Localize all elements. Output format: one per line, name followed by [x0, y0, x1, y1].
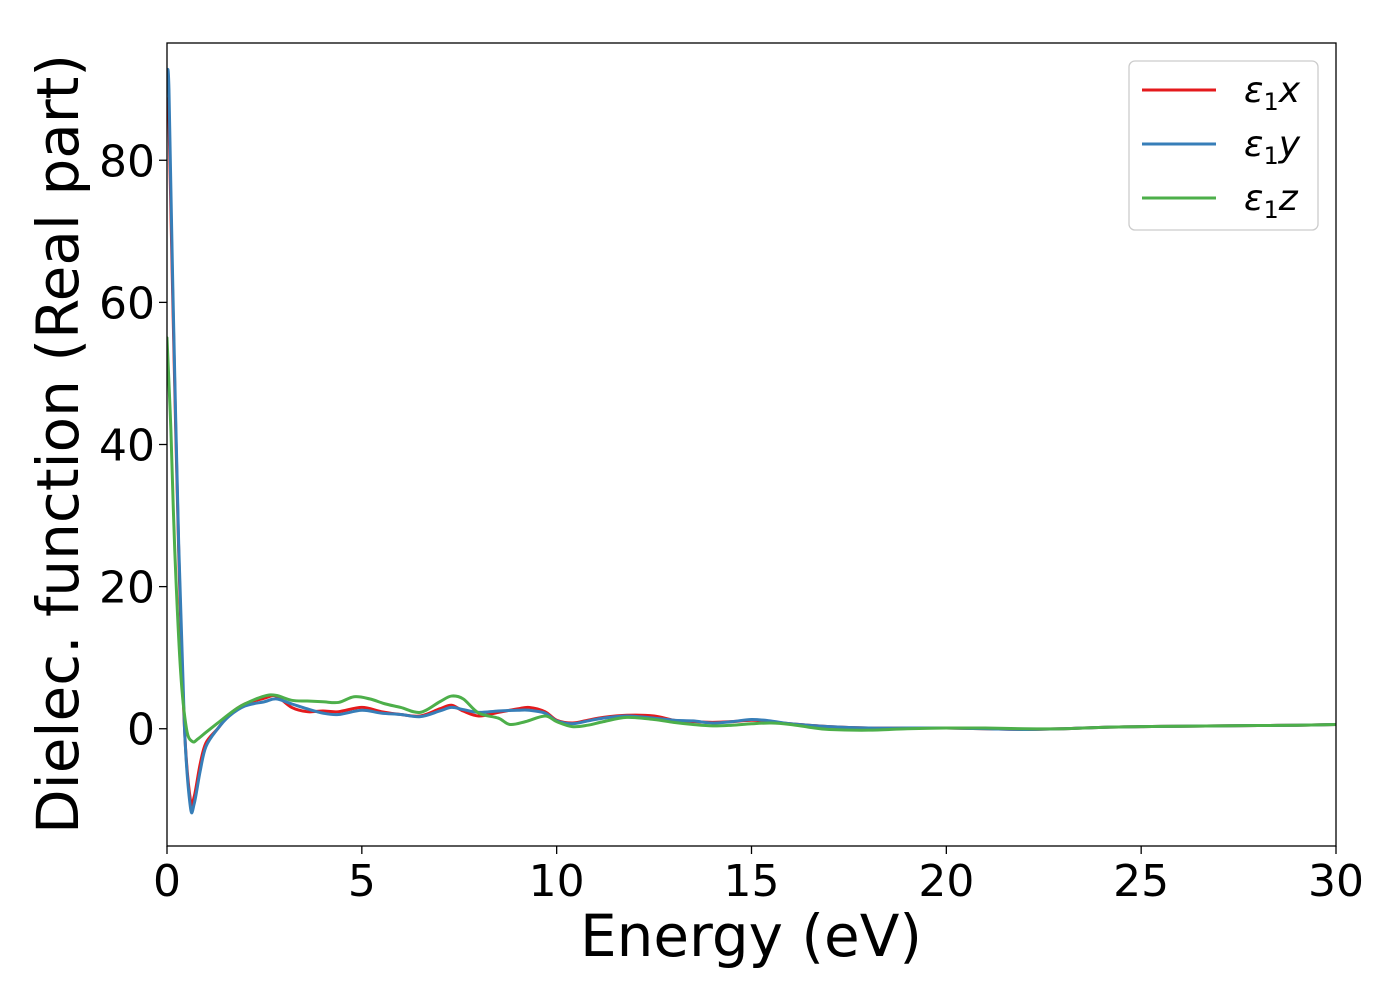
- x-tick-label: 25: [1113, 856, 1169, 907]
- legend-box: [1128, 60, 1319, 231]
- x-tick-label: 20: [918, 856, 974, 907]
- series-line-z: [167, 336, 1336, 744]
- legend: ε1x ε1y ε1z: [1128, 60, 1319, 231]
- x-axis-title: Energy (eV): [580, 902, 922, 970]
- y-axis: 0 20 40 60 80: [99, 136, 167, 756]
- y-tick-label: 60: [99, 278, 155, 329]
- legend-label-z: ε1z: [1244, 178, 1299, 224]
- y-tick-label: 20: [99, 563, 155, 614]
- y-tick-label: 80: [99, 136, 155, 187]
- x-tick-label: 5: [348, 856, 376, 907]
- y-axis-title: Dielec. function (Real part): [24, 54, 92, 834]
- legend-label-y: ε1y: [1244, 124, 1301, 170]
- x-tick-label: 15: [724, 856, 780, 907]
- x-tick-label: 0: [153, 856, 181, 907]
- series-layer: [167, 68, 1336, 815]
- y-tick-label: 40: [99, 421, 155, 472]
- legend-label-x: ε1x: [1244, 70, 1301, 116]
- y-tick-label: 0: [127, 705, 155, 756]
- x-axis: 0 5 10 15 20 25 30: [153, 846, 1364, 907]
- x-tick-label: 10: [529, 856, 585, 907]
- x-tick-label: 30: [1308, 856, 1364, 907]
